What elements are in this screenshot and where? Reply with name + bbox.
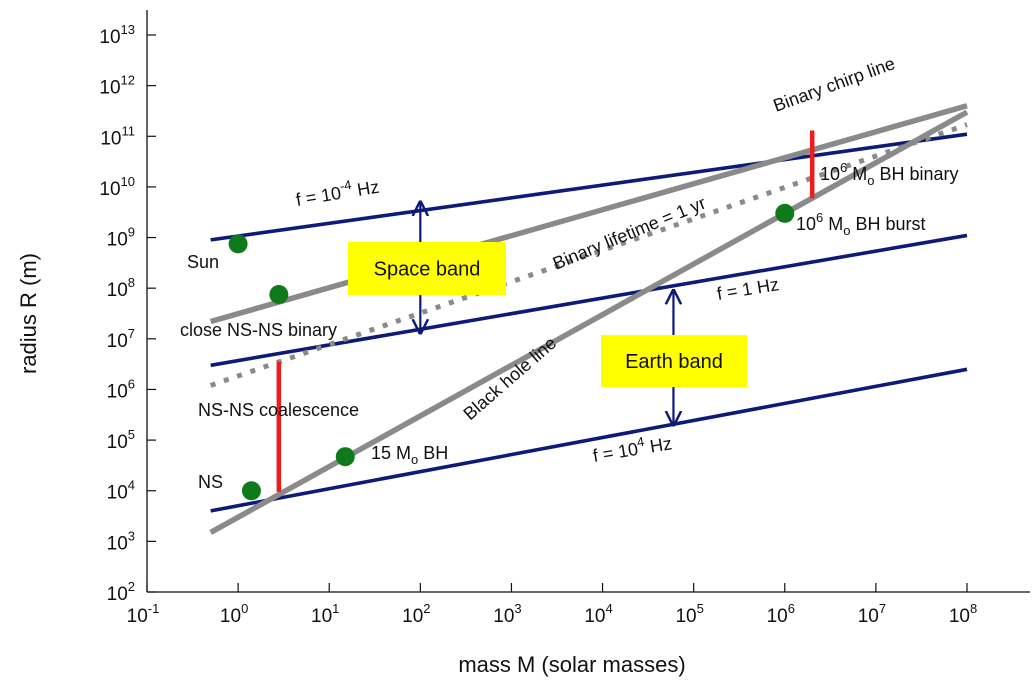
data-point-close-ns-ns xyxy=(269,285,289,305)
series-layer xyxy=(209,103,969,535)
x-tick-label: 105 xyxy=(675,601,703,627)
earth-band-box xyxy=(601,335,747,387)
y-tick-label: 106 xyxy=(107,376,135,402)
y-axis-label: radius R (m) xyxy=(16,253,41,374)
y-tick-label: 105 xyxy=(107,427,135,453)
x-tick-label: 104 xyxy=(584,601,612,627)
series-line-f-1e4 xyxy=(210,367,968,513)
data-point-bh-15 xyxy=(335,447,355,467)
x-tick-label: 106 xyxy=(767,601,795,627)
binary-chirp-label: Binary chirp line xyxy=(771,53,898,116)
series-line-black-hole-line xyxy=(209,109,969,535)
bh-burst-label: 106 Mo BH burst xyxy=(796,210,926,238)
earth-band-label: Earth band xyxy=(625,351,723,373)
space-band-label: Space band xyxy=(374,259,481,281)
x-tick-label: 102 xyxy=(402,601,430,627)
x-tick-label: 103 xyxy=(493,601,521,627)
data-point-sun xyxy=(228,234,248,254)
data-point-ns xyxy=(241,481,261,501)
series-line-binary-chirp-line xyxy=(209,103,968,325)
ns-ns-coalescence-label: NS-NS coalescence xyxy=(198,400,359,420)
black-hole-label: Black hole line xyxy=(460,333,561,424)
sun-label: Sun xyxy=(187,252,219,272)
x-axis-label: mass M (solar masses) xyxy=(458,652,685,677)
y-tick-label: 102 xyxy=(107,579,135,605)
f-lower-label: f = 104 Hz xyxy=(591,429,674,466)
y-tick-label: 1013 xyxy=(99,22,135,48)
y-tick-label: 1012 xyxy=(99,73,135,99)
x-tick-label: 107 xyxy=(858,601,886,627)
space-band-box xyxy=(348,242,506,295)
bh-binary-label: 106 Mo BH binary xyxy=(820,160,959,188)
y-tick-label: 1011 xyxy=(100,123,135,149)
series-line-f-1 xyxy=(210,233,968,368)
x-tick-label: 10-1 xyxy=(127,601,160,627)
x-tick-label: 100 xyxy=(220,601,248,627)
y-tick-label: 103 xyxy=(107,528,135,554)
y-tick-label: 104 xyxy=(107,478,135,504)
close-ns-label: close NS-NS binary xyxy=(180,320,337,340)
ns-label: NS xyxy=(198,472,223,492)
data-point-bh-burst xyxy=(775,203,795,223)
axes: 102 103 104 105 106 107 108 109 1010 1011 1012 1013… xyxy=(16,10,1030,677)
x-tick-label: 101 xyxy=(311,601,339,627)
y-tick-label: 107 xyxy=(107,326,135,352)
y-tick-label: 108 xyxy=(107,275,135,301)
f-upper-label: f = 10-4 Hz xyxy=(294,173,381,210)
bh15-label: 15 Mo BH xyxy=(371,443,448,467)
series-line-f-1e-4 xyxy=(210,132,968,242)
y-tick-label: 109 xyxy=(107,225,135,251)
y-tick-label: 1010 xyxy=(99,174,135,200)
x-tick-label: 108 xyxy=(949,601,977,627)
